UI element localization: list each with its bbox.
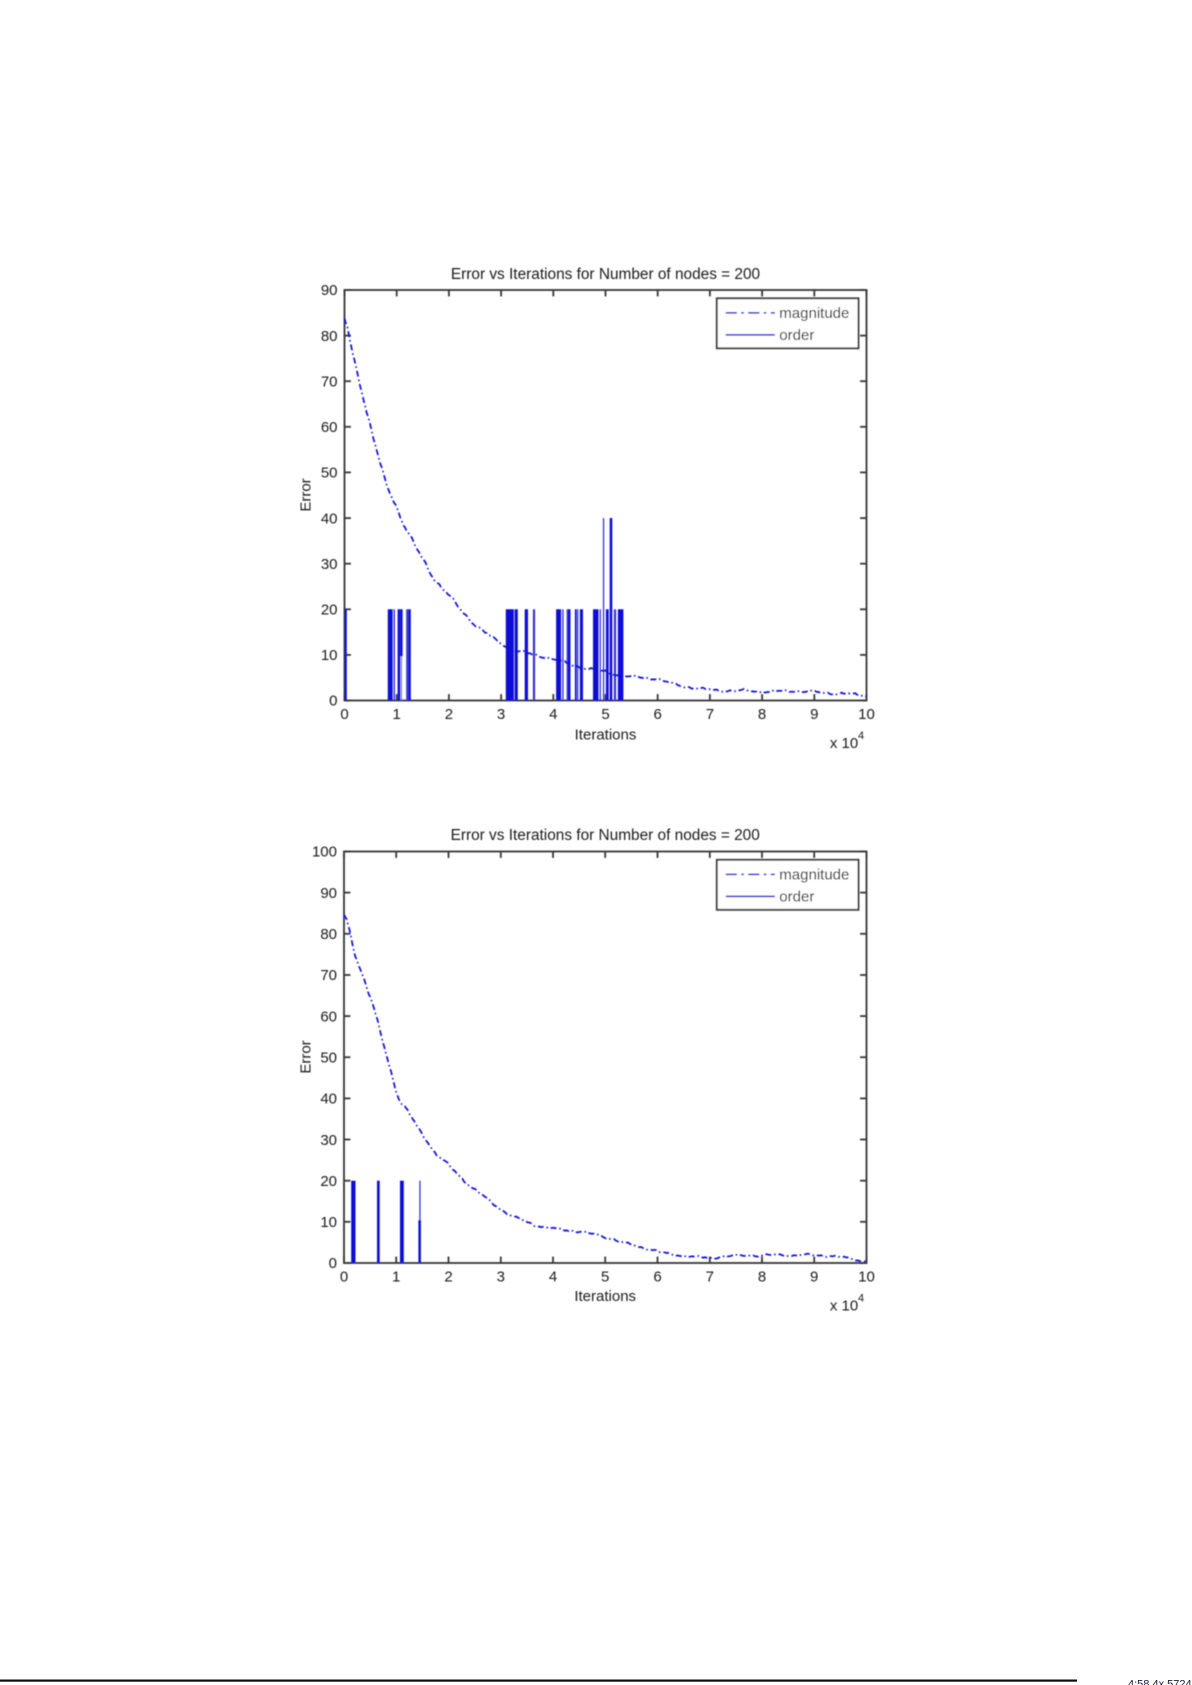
svg-text:10: 10 — [320, 1214, 337, 1231]
svg-text:x 10: x 10 — [830, 735, 858, 752]
svg-text:0: 0 — [329, 1255, 337, 1272]
svg-text:Iterations: Iterations — [575, 727, 637, 744]
svg-text:Iterations: Iterations — [574, 1288, 636, 1305]
svg-text:order: order — [779, 327, 814, 344]
svg-text:4: 4 — [549, 706, 557, 723]
svg-text:7: 7 — [706, 706, 714, 723]
svg-text:6: 6 — [653, 1269, 661, 1286]
svg-text:60: 60 — [320, 1008, 337, 1025]
svg-text:40: 40 — [320, 1091, 337, 1108]
svg-text:4:58 4x 5724MB: 4:58 4x 5724MB — [1128, 1679, 1192, 1685]
svg-text:4: 4 — [858, 730, 864, 742]
svg-text:5: 5 — [601, 1269, 609, 1286]
svg-text:0: 0 — [340, 1269, 348, 1286]
svg-text:20: 20 — [321, 602, 338, 619]
svg-text:Error: Error — [298, 1040, 315, 1073]
svg-text:10: 10 — [321, 647, 338, 664]
svg-text:100: 100 — [312, 844, 337, 861]
svg-text:0: 0 — [340, 706, 348, 723]
svg-text:Error vs Iterations for Number: Error vs Iterations for Number of nodes … — [451, 266, 760, 283]
svg-text:1: 1 — [392, 1269, 400, 1286]
svg-text:8: 8 — [758, 706, 766, 723]
svg-text:5: 5 — [601, 706, 609, 723]
svg-text:50: 50 — [321, 465, 338, 482]
svg-text:90: 90 — [320, 885, 337, 902]
svg-text:3: 3 — [497, 706, 505, 723]
svg-text:4: 4 — [549, 1269, 557, 1286]
svg-text:7: 7 — [706, 1269, 714, 1286]
svg-text:9: 9 — [810, 1269, 818, 1286]
svg-text:Error: Error — [298, 478, 315, 511]
svg-text:2: 2 — [444, 1269, 452, 1286]
svg-text:9: 9 — [810, 706, 818, 723]
svg-text:x 10: x 10 — [830, 1298, 858, 1315]
svg-text:70: 70 — [320, 967, 337, 984]
svg-text:0: 0 — [329, 693, 337, 710]
svg-text:1: 1 — [393, 706, 401, 723]
svg-text:80: 80 — [321, 328, 338, 345]
svg-text:70: 70 — [321, 373, 338, 390]
svg-text:magnitude: magnitude — [779, 305, 849, 322]
svg-text:90: 90 — [321, 282, 338, 299]
svg-text:60: 60 — [321, 419, 338, 436]
svg-text:2: 2 — [445, 706, 453, 723]
svg-text:order: order — [779, 889, 814, 906]
svg-text:4: 4 — [858, 1293, 864, 1305]
svg-text:3: 3 — [497, 1269, 505, 1286]
svg-text:30: 30 — [320, 1132, 337, 1149]
svg-text:80: 80 — [320, 926, 337, 943]
svg-text:8: 8 — [758, 1269, 766, 1286]
svg-text:50: 50 — [320, 1050, 337, 1067]
svg-text:40: 40 — [321, 510, 338, 527]
svg-text:30: 30 — [321, 556, 338, 573]
svg-text:magnitude: magnitude — [779, 867, 849, 884]
svg-text:10: 10 — [858, 706, 875, 723]
svg-text:20: 20 — [320, 1173, 337, 1190]
svg-text:6: 6 — [654, 706, 662, 723]
svg-text:10: 10 — [858, 1269, 875, 1286]
svg-text:Error vs Iterations for Number: Error vs Iterations for Number of nodes … — [451, 827, 760, 844]
